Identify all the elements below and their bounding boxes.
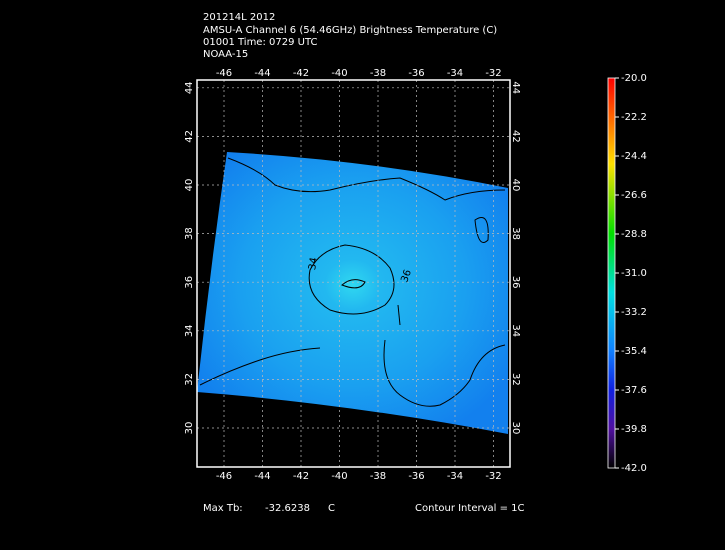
footer-label: Max Tb: xyxy=(203,503,243,514)
lon-label-bottom: -34 xyxy=(447,471,463,482)
lat-label-right: 40 xyxy=(510,179,521,192)
lon-label-top: -34 xyxy=(447,68,463,79)
lon-label-bottom: -36 xyxy=(408,471,424,482)
colorbar xyxy=(607,77,616,469)
lat-label-left: 36 xyxy=(184,276,195,289)
lat-label-left: 40 xyxy=(184,179,195,192)
lat-label-left: 38 xyxy=(184,227,195,240)
lon-label-bottom: -42 xyxy=(293,471,309,482)
lon-label-top: -36 xyxy=(408,68,424,79)
footer-value: -32.6238 xyxy=(265,503,310,514)
footer-unit: C xyxy=(328,503,335,514)
lon-label-top: -46 xyxy=(216,68,232,79)
colorbar-label: -31.0 xyxy=(621,268,647,279)
colorbar-label: -33.2 xyxy=(621,307,647,318)
contour-label: 36 xyxy=(399,268,414,284)
colorbar-label: -42.0 xyxy=(621,463,647,474)
map-frame xyxy=(196,79,511,468)
lat-label-right: 30 xyxy=(510,422,521,435)
colorbar-label: -24.4 xyxy=(621,151,647,162)
lon-label-top: -38 xyxy=(370,68,386,79)
lat-label-right: 44 xyxy=(510,81,521,94)
contour-label: 34 xyxy=(307,257,320,271)
header-line: 201214L 2012 xyxy=(203,12,275,23)
header-line: NOAA-15 xyxy=(203,49,248,60)
lat-label-right: 38 xyxy=(510,227,521,240)
lat-label-left: 42 xyxy=(184,130,195,143)
lon-label-top: -32 xyxy=(485,68,501,79)
colorbar-label: -20.0 xyxy=(621,73,647,84)
header-line: 01001 Time: 0729 UTC xyxy=(203,37,317,48)
colorbar-label: -39.8 xyxy=(621,424,647,435)
lon-label-bottom: -46 xyxy=(216,471,232,482)
colorbar-label: -28.8 xyxy=(621,229,647,240)
lon-label-bottom: -38 xyxy=(370,471,386,482)
colorbar-label: -22.2 xyxy=(621,112,647,123)
lon-label-top: -42 xyxy=(293,68,309,79)
lon-label-bottom: -44 xyxy=(254,471,270,482)
lon-label-bottom: -32 xyxy=(485,471,501,482)
lat-label-left: 30 xyxy=(184,422,195,435)
colorbar-label: -37.6 xyxy=(621,385,647,396)
lat-label-left: 32 xyxy=(184,373,195,386)
lat-label-left: 44 xyxy=(184,81,195,94)
header-line: AMSU-A Channel 6 (54.46GHz) Brightness T… xyxy=(203,25,497,36)
lon-label-top: -40 xyxy=(331,68,347,79)
lon-label-top: -44 xyxy=(254,68,270,79)
lat-label-right: 34 xyxy=(510,324,521,337)
graticule xyxy=(197,80,510,467)
lon-label-bottom: -40 xyxy=(331,471,347,482)
lat-label-right: 36 xyxy=(510,276,521,289)
colorbar-label: -35.4 xyxy=(621,346,647,357)
lat-label-left: 34 xyxy=(184,324,195,337)
colorbar-label: -26.6 xyxy=(621,190,647,201)
lat-label-right: 32 xyxy=(510,373,521,386)
footer-interval: Contour Interval = 1C xyxy=(415,503,525,514)
lat-label-right: 42 xyxy=(510,130,521,143)
swath xyxy=(197,152,508,434)
